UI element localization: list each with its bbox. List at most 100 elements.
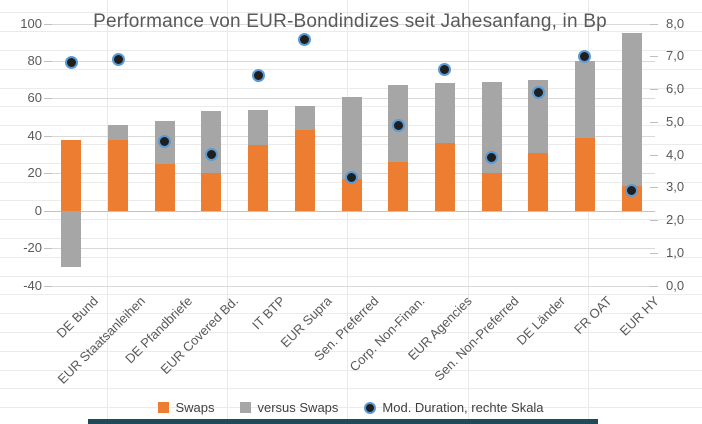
x-axis-label: DE Länder (513, 293, 569, 348)
spreadsheet-column-line (106, 0, 108, 424)
y-axis-label-right: 5,0 (666, 113, 685, 129)
duration-dot (204, 148, 218, 162)
y-axis-label-left: 20 (27, 165, 42, 181)
spreadsheet-column-line (347, 0, 349, 424)
right-axis-tick (650, 220, 658, 222)
x-axis-label: FR OAT (571, 293, 615, 337)
bar-segment-versus-swaps (341, 96, 362, 179)
spreadsheet-row-line (0, 331, 702, 333)
duration-dot (391, 118, 405, 132)
bar-segment-versus-swaps (108, 124, 129, 140)
spreadsheet-column-line (588, 0, 589, 424)
y-axis-label-right: 4,0 (666, 146, 685, 162)
gridline (48, 23, 655, 25)
right-axis-tick (650, 154, 658, 156)
legend-label: Mod. Duration, rechte Skala (382, 400, 544, 415)
bar-segment-swaps (61, 139, 82, 211)
bar-segment-swaps (154, 163, 175, 211)
gridline (48, 210, 655, 212)
right-axis-tick (650, 252, 658, 254)
bar-segment-versus-swaps (201, 111, 222, 174)
bar-segment-swaps (248, 145, 269, 211)
spreadsheet-row-line (0, 407, 702, 409)
y-axis-label-left: 100 (20, 15, 42, 31)
spreadsheet-row-line (0, 31, 702, 33)
duration-dot (438, 62, 452, 76)
spreadsheet-row-line (0, 49, 702, 51)
right-axis-tick (650, 187, 658, 189)
legend-item-duration: Mod. Duration, rechte Skala (364, 400, 544, 415)
gridline (48, 248, 655, 250)
spreadsheet-row-line (0, 87, 702, 89)
duration-dot (64, 56, 78, 70)
bottom-banner (88, 419, 598, 424)
bar-segment-swaps (388, 162, 409, 211)
spreadsheet-row-line (0, 388, 702, 390)
legend-label: versus Swaps (257, 400, 339, 415)
bar-segment-versus-swaps (621, 32, 642, 187)
bar-segment-swaps (481, 173, 502, 211)
legend-item-swaps: Swaps (158, 400, 214, 415)
spreadsheet-row-line (0, 12, 702, 14)
y-axis-label-right: 7,0 (666, 48, 685, 64)
swaps-swatch-icon (158, 402, 170, 413)
duration-dot (345, 170, 358, 184)
bar-segment-swaps (108, 139, 129, 211)
y-axis-label-right: 0,0 (666, 277, 685, 293)
y-axis-label-left: 0 (34, 202, 42, 218)
duration-dot (578, 49, 592, 63)
x-axis-label: EUR Staatsanleihen (54, 293, 148, 387)
y-axis-label-left: 60 (27, 90, 42, 106)
bar-segment-versus-swaps (294, 105, 315, 131)
left-axis-tick (44, 210, 52, 212)
legend-label: Swaps (175, 400, 215, 415)
y-axis-label-left: -20 (23, 240, 42, 256)
spreadsheet-row-line (0, 256, 702, 258)
left-axis-tick (44, 248, 52, 250)
bar-segment-swaps (574, 137, 595, 211)
left-axis-tick (44, 173, 52, 175)
bar-segment-versus-swaps (434, 83, 455, 144)
y-axis-label-right: 8,0 (666, 15, 685, 31)
versus-swaps-swatch-icon (240, 402, 252, 413)
spreadsheet-row-line (0, 350, 702, 352)
left-axis-tick (44, 60, 52, 62)
chart-title: Performance von EUR-Bondindizes seit Jah… (93, 11, 607, 32)
spreadsheet-row-line (0, 369, 702, 371)
spreadsheet-column-line (227, 0, 228, 424)
spreadsheet-row-line (0, 313, 702, 315)
y-axis-label-left: 40 (27, 127, 42, 143)
right-axis-tick (650, 285, 658, 287)
bar-segment-versus-swaps (248, 109, 269, 146)
left-axis-tick (44, 98, 52, 100)
duration-dot (531, 85, 545, 99)
gridline (48, 285, 655, 287)
bar-segment-swaps (201, 173, 222, 211)
right-axis-tick (650, 56, 658, 58)
duration-dot (251, 69, 265, 83)
bar-segment-versus-swaps (481, 81, 502, 174)
left-axis-tick (44, 135, 52, 137)
bar-segment-swaps (341, 178, 362, 211)
bar-segment-swaps (528, 152, 549, 211)
chart-legend: Swaps versus Swaps Mod. Duration, rechte… (0, 399, 702, 416)
x-axis-label: DE Bund (53, 293, 102, 341)
duration-dot (625, 184, 639, 198)
bar-segment-versus-swaps (528, 79, 549, 153)
bar-segment-versus-swaps (61, 210, 82, 267)
y-axis-label-left: 80 (27, 52, 42, 68)
duration-dot (111, 53, 125, 67)
left-axis-tick (44, 285, 52, 287)
duration-dot-icon (364, 401, 377, 414)
y-axis-label-right: 1,0 (666, 244, 685, 260)
spreadsheet-row-line (0, 219, 702, 221)
bar-segment-swaps (294, 130, 315, 211)
spreadsheet-row-line (0, 275, 702, 277)
spreadsheet-row-line (0, 68, 702, 70)
gridline (48, 60, 655, 62)
legend-item-versus-swaps: versus Swaps (240, 400, 338, 415)
right-axis-tick (650, 89, 658, 91)
bar-segment-swaps (434, 143, 455, 211)
duration-dot (158, 134, 172, 148)
